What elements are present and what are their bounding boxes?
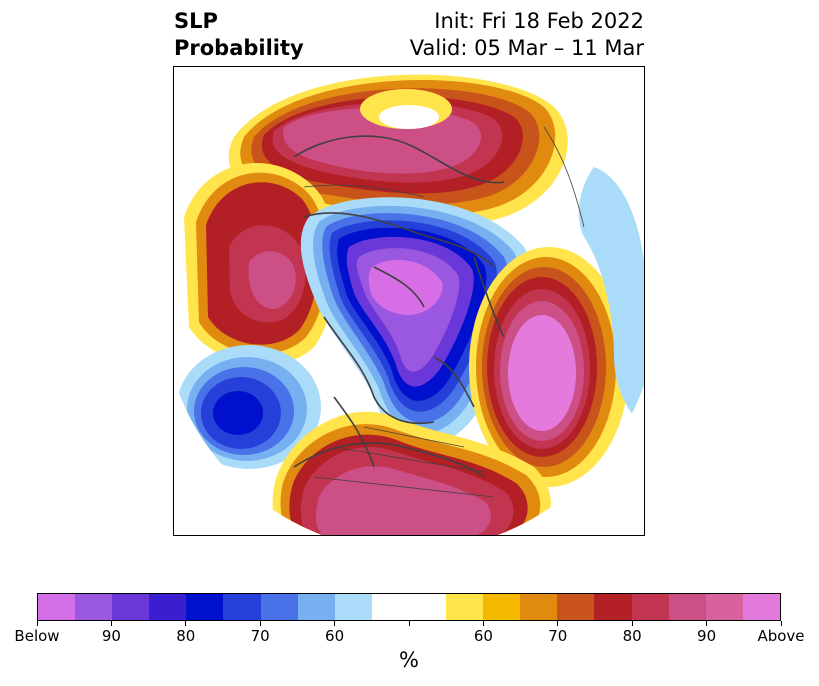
borders [303,126,585,498]
colorbar-segment [38,594,76,620]
colorbar-segment [520,594,558,620]
colorbar-tick [334,621,336,626]
colorbar-segment [408,594,447,620]
colorbar-tick [557,621,559,626]
title-left: SLP Probability [174,8,304,62]
colorbar-tick-label: 70 [250,627,270,645]
colorbar-tick-label: 70 [548,627,568,645]
colorbar-segment [483,594,521,620]
colorbar-segment [594,594,632,620]
colorbar-segment [260,594,298,620]
colorbar-tick-label: 80 [622,627,642,645]
above-center-united-states [315,466,491,535]
colorbar-tick [631,621,633,626]
colorbar-tick [706,621,708,626]
colorbar-segment [371,594,409,620]
coastlines [293,135,505,478]
map-panel [173,66,645,536]
colorbar-tick-label: Below [14,627,60,645]
colorbar-tick-label: 90 [697,627,717,645]
colorbar-segment [557,594,595,620]
above-region-pacific [184,163,337,365]
colorbar-tick [36,621,38,626]
colorbar-tick-label: 90 [101,627,121,645]
valid-range: Valid: 05 Mar – 11 Mar [409,36,644,60]
below-region-europe [578,167,644,427]
colorbar-tick-label: 60 [325,627,345,645]
above-region-united-states [272,411,551,535]
colorbar-tick [408,621,410,626]
colorbar-segment [75,594,113,620]
title-variable: SLP [174,9,218,33]
title-right: Init: Fri 18 Feb 2022 Valid: 05 Mar – 11… [410,8,644,62]
init-date: Init: Fri 18 Feb 2022 [434,9,644,33]
colorbar-tick [110,621,112,626]
colorbar-segment [668,594,706,620]
colorbar-segment [223,594,261,620]
below-region-aleutian [177,345,321,469]
colorbar-segment [742,594,780,620]
colorbar-unit: % [399,648,419,672]
above-center-alaska-pacific [248,251,296,309]
colorbar-segment [297,594,335,620]
colorbar-segment [705,594,743,620]
colorbar-tick-label: 80 [176,627,196,645]
above-region-atlantic [469,247,629,487]
colorbar-segment [446,594,484,620]
colorbar-segment [186,594,224,620]
title-product: Probability [174,36,304,60]
colorbar-tick-label: 60 [473,627,493,645]
colorbar-tick [482,621,484,626]
above-center-atlantic [508,315,576,431]
colorbar [37,593,781,621]
colorbar-tick [259,621,261,626]
colorbar-segment [149,594,187,620]
probability-map [177,74,644,535]
colorbar-segment [631,594,669,620]
colorbar-tick [185,621,187,626]
contour-fields [177,74,644,535]
below-center-aleutian [213,391,263,435]
colorbar-segment [334,594,372,620]
colorbar-segment [112,594,150,620]
colorbar-tick [780,621,782,626]
colorbar-tick-label: Above [757,627,805,645]
